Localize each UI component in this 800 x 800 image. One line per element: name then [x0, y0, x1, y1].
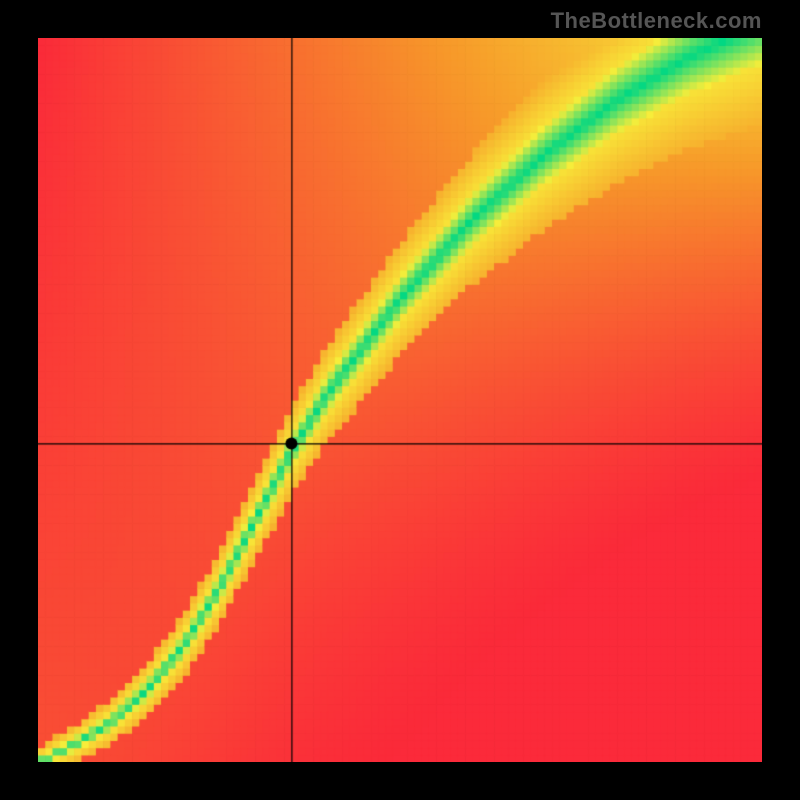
watermark-text: TheBottleneck.com — [551, 8, 762, 34]
figure-root: TheBottleneck.com — [0, 0, 800, 800]
bottleneck-heatmap — [38, 38, 762, 762]
